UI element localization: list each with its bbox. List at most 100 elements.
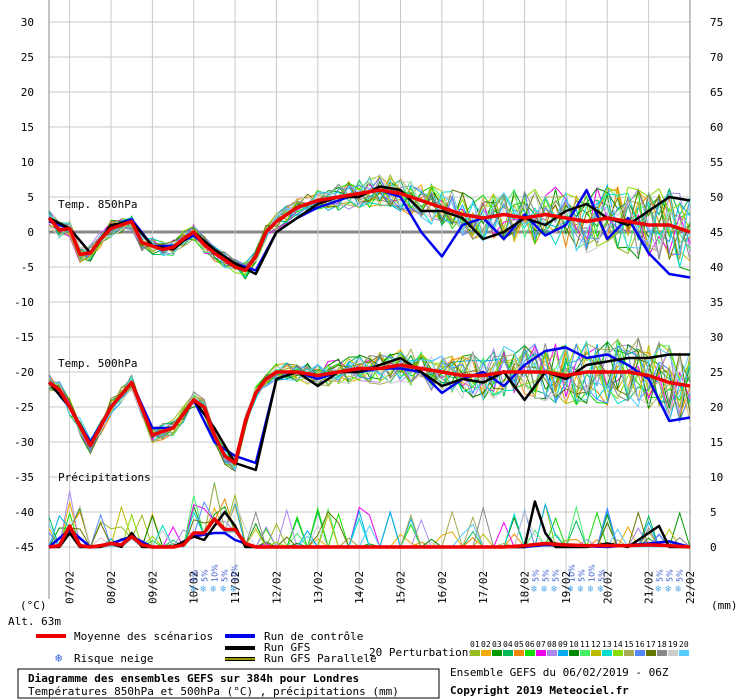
legend-gfs-parallel-label: Run GFS Parallele [264, 652, 377, 665]
perturbation-line [48, 337, 691, 473]
legend: Moyenne des scénarios ❄ Risque neige Run… [36, 630, 689, 665]
left-tick-label: -10 [14, 296, 34, 309]
perturbation-swatch [635, 650, 645, 656]
right-tick-label: 65 [710, 86, 723, 99]
snow-risk-percent: 5% [665, 569, 674, 582]
date-tick-label: 07/02 [64, 571, 77, 604]
legend-control-label: Run de contrôle [264, 630, 363, 643]
perturbation-number: 20 [679, 640, 689, 649]
date-tick-label: 18/02 [519, 571, 532, 604]
date-tick-label: 13/02 [312, 571, 325, 604]
right-tick-label: 30 [710, 331, 723, 344]
perturbation-number: 07 [536, 640, 546, 649]
right-tick-label: 75 [710, 16, 723, 29]
snowflake-icon: ❄ [655, 584, 662, 595]
perturbation-swatch [679, 650, 689, 656]
right-tick-label: 35 [710, 296, 723, 309]
perturbation-swatch [503, 650, 513, 656]
perturbation-swatch [668, 650, 678, 656]
run-info: Ensemble GEFS du 06/02/2019 - 06Z [450, 666, 669, 679]
perturbation-swatch [547, 650, 557, 656]
snow-risk-percent: 5% [541, 569, 550, 582]
legend-perturbations-label: 20 Perturbations [369, 646, 475, 659]
right-tick-label: 40 [710, 261, 723, 274]
left-tick-label: -45 [14, 541, 34, 554]
perturbation-swatch [591, 650, 601, 656]
date-tick-label: 15/02 [395, 571, 408, 604]
left-tick-label: -20 [14, 366, 34, 379]
perturbation-number: 09 [558, 640, 568, 649]
date-tick-label: 08/02 [105, 571, 118, 604]
panel-label-500: Temp. 500hPa [58, 357, 137, 370]
left-tick-label: -35 [14, 471, 34, 484]
perturbation-swatch [514, 650, 524, 656]
snow-risk-percent: 5% [578, 569, 587, 582]
snowflake-icon: ❄ [220, 584, 227, 595]
left-tick-label: 20 [21, 86, 34, 99]
snow-risk-percent: 5% [598, 569, 607, 582]
perturbation-swatch [536, 650, 546, 656]
perturbation-number: 13 [602, 640, 612, 649]
perturbation-swatch [580, 650, 590, 656]
perturbation-swatch [657, 650, 667, 656]
left-tick-label: -5 [21, 261, 34, 274]
snow-risk-percent: 5% [200, 569, 209, 582]
series-line-t500 [48, 363, 691, 465]
perturbation-number: 16 [635, 640, 645, 649]
perturbation-number: 15 [624, 640, 634, 649]
snow-risk-percent: 5% [220, 569, 229, 582]
snowflake-icon: ❄ [531, 584, 538, 595]
snow-risk-percent: 5% [531, 569, 540, 582]
perturbation-number: 04 [503, 640, 513, 649]
left-axis-ticks: 30 25 20 15 10 5 0 -5 -10 -15 -20 -25 -30 -35 -40 -45 [14, 16, 34, 554]
perturbation-number: 11 [580, 640, 590, 649]
snowflake-icon: ❄ [55, 651, 62, 665]
right-unit-label: (mm) [711, 599, 738, 612]
date-tick-label: 09/02 [146, 571, 159, 604]
right-tick-label: 5 [710, 506, 717, 519]
left-tick-label: -30 [14, 436, 34, 449]
date-tick-label: 21/02 [643, 571, 656, 604]
snow-risk-markers: 5%❄5%❄10%❄5%❄10%❄5%❄5%❄5%❄10%❄5%❄10%❄5%❄… [190, 564, 684, 595]
date-tick-label: 22/02 [684, 571, 697, 604]
perturbation-line [48, 185, 691, 279]
panel-label-850: Temp. 850hPa [58, 198, 137, 211]
right-tick-label: 0 [710, 541, 717, 554]
legend-snow-label: Risque neige [74, 652, 153, 665]
perturbation-number: 03 [492, 640, 502, 649]
perturbation-line [48, 183, 691, 266]
left-tick-label: 10 [21, 156, 34, 169]
left-tick-label: 5 [27, 191, 34, 204]
perturbation-line [48, 336, 691, 461]
right-tick-label: 45 [710, 226, 723, 239]
legend-mean-label: Moyenne des scénarios [74, 630, 213, 643]
perturbation-number: 19 [668, 640, 678, 649]
perturbation-line [48, 341, 691, 469]
snow-risk-percent: 10% [210, 564, 219, 582]
date-tick-label: 11/02 [229, 571, 242, 604]
date-tick-label: 12/02 [270, 571, 283, 604]
chart-subtitle: Températures 850hPa et 500hPa (°C) , pré… [28, 685, 399, 698]
date-tick-label: 20/02 [601, 571, 614, 604]
snowflake-icon: ❄ [568, 584, 575, 595]
snowflake-icon: ❄ [675, 584, 682, 595]
series-line-t850 [47, 188, 691, 273]
snowflake-icon: ❄ [551, 584, 558, 595]
series-line-precip [48, 517, 691, 549]
date-tick-label: 14/02 [353, 571, 366, 604]
snowflake-icon: ❄ [578, 584, 585, 595]
perturbation-swatch [525, 650, 535, 656]
date-axis-ticks: 07/02 08/02 09/02 10/02 11/02 12/02 13/02 14/02… [64, 571, 697, 604]
right-tick-label: 50 [710, 191, 723, 204]
snow-risk-percent: 10% [588, 564, 597, 582]
snow-risk-percent: 5% [190, 569, 199, 582]
left-tick-label: 0 [27, 226, 34, 239]
perturbation-number: 18 [657, 640, 667, 649]
copyright: Copyright 2019 Meteociel.fr [450, 684, 629, 697]
date-tick-label: 10/02 [188, 571, 201, 604]
perturbation-swatch [481, 650, 491, 656]
perturbation-number: 06 [525, 640, 535, 649]
left-tick-label: -40 [14, 506, 34, 519]
